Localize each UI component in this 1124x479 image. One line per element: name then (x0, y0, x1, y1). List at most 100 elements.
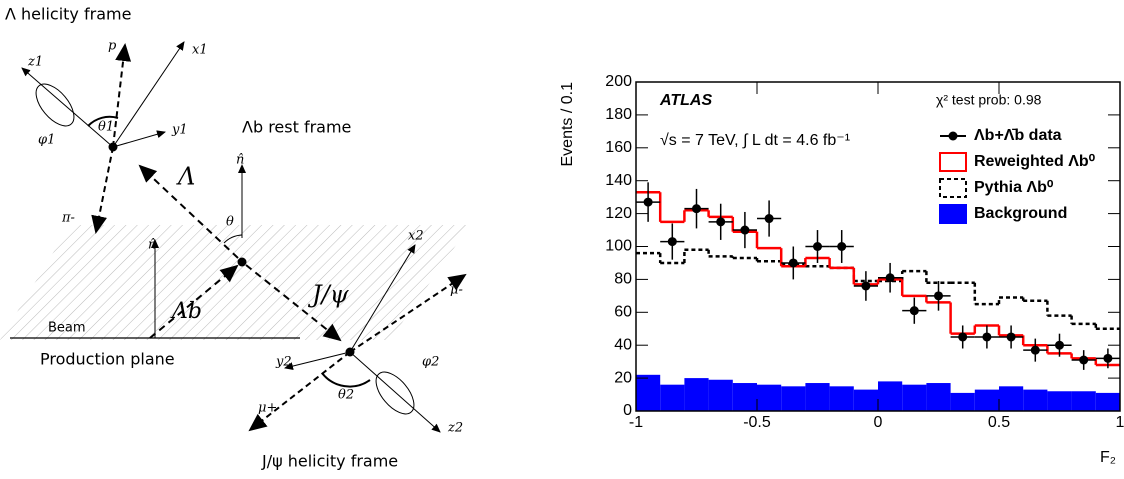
label: θ (226, 215, 234, 230)
legend-key (939, 178, 967, 198)
x-tick-label: -0.5 (743, 414, 771, 431)
legend-label: Background (974, 205, 1067, 222)
data-point (1079, 355, 1089, 365)
chart-title: ATLAS (659, 92, 712, 109)
bar (781, 386, 806, 411)
bar (660, 384, 685, 411)
axis (91, 146, 114, 234)
legend-label: Reweighted Λb⁰ (974, 153, 1096, 170)
arc (321, 372, 371, 388)
y-tick-label: 120 (605, 205, 632, 222)
legend-label: Pythia Λb⁰ (974, 179, 1054, 196)
x-tick-label: -1 (629, 414, 643, 431)
data-point (1055, 340, 1064, 350)
bar (829, 386, 854, 411)
bar (1095, 392, 1120, 411)
y-tick-label: 140 (605, 172, 632, 189)
bar (853, 389, 878, 411)
data-point (692, 204, 701, 214)
bar (1047, 391, 1072, 411)
lambda-b (149, 264, 239, 339)
label: Λb (170, 299, 202, 324)
label: Production plane (40, 350, 175, 369)
label: φ1 (38, 133, 55, 148)
y-tick-label: 0 (623, 402, 632, 419)
label: θ1 (98, 120, 114, 135)
axis (112, 41, 185, 148)
label: y1 (171, 123, 188, 138)
label: J/ψ helicity frame (261, 452, 398, 471)
label: p (108, 39, 117, 54)
data-point (1103, 353, 1113, 363)
y-axis-label: Events / 0.1 (559, 82, 576, 167)
bar (757, 384, 782, 411)
axis (112, 130, 166, 148)
y-tick-label: 80 (614, 271, 632, 288)
chart: ATLAS √s = 7 TeV, ∫ L dt = 4.6 fb⁻¹ χ² t… (559, 73, 1124, 466)
jpsi (245, 264, 342, 342)
data-point (1006, 332, 1016, 342)
y-tick-label: 160 (605, 139, 632, 156)
axis (349, 244, 416, 353)
axis (248, 351, 351, 432)
arc (87, 115, 119, 127)
label: x2 (408, 229, 424, 244)
bar (926, 383, 951, 411)
label: y2 (275, 355, 292, 370)
data-point (934, 291, 943, 301)
data-point (982, 332, 992, 342)
bar (684, 378, 709, 411)
data-point (909, 306, 919, 316)
label: z2 (447, 421, 463, 436)
bar (636, 374, 661, 411)
annotation: χ² test prob: 0.98 (936, 92, 1042, 108)
bar (1071, 391, 1096, 411)
label: z1 (27, 55, 43, 70)
x-tick-label: 0.5 (988, 414, 1010, 431)
label: μ+ (258, 401, 277, 416)
bar (708, 379, 733, 411)
axis (21, 67, 114, 148)
data-point (1030, 345, 1040, 355)
x-axis-label: F₂ (1100, 449, 1116, 466)
label: Λ (176, 163, 195, 191)
bar (805, 383, 830, 411)
x-tick-label: 0 (874, 414, 883, 431)
subtitle: √s = 7 TeV, ∫ L dt = 4.6 fb⁻¹ (660, 132, 850, 149)
data-point (667, 237, 677, 247)
data-point (837, 242, 847, 251)
bar (1023, 389, 1048, 411)
axis (349, 351, 441, 433)
y-tick-label: 40 (614, 336, 632, 353)
y-tick-label: 100 (605, 238, 632, 255)
y-tick-label: 200 (605, 73, 632, 90)
legend-label: Λb+Λ̄b data (974, 127, 1062, 144)
bar (950, 392, 975, 411)
vertex (237, 257, 247, 267)
bar (999, 386, 1024, 411)
plane (0, 225, 470, 340)
legend-key (948, 131, 958, 141)
label: n̂ (236, 153, 244, 168)
label: Λb rest frame (242, 118, 351, 137)
label: θ2 (338, 388, 354, 403)
y-tick-label: 20 (614, 369, 632, 386)
bar (878, 381, 903, 411)
label: n̂ (148, 238, 156, 253)
label: J/ψ (307, 281, 350, 309)
arc (223, 234, 243, 244)
data-point (958, 332, 968, 342)
legend-key (939, 152, 967, 172)
x-tick-label: 1 (1116, 414, 1124, 431)
label: x1 (192, 43, 208, 58)
diagram-labels: Λ helicity frame Λb rest frame J/ψ helic… (5, 5, 463, 471)
rotation (375, 371, 415, 415)
y-tick-label: 60 (614, 304, 632, 321)
label: μ- (450, 283, 463, 298)
data-point (716, 217, 726, 227)
label: π- (61, 211, 75, 226)
lambda (138, 164, 239, 259)
data-point (813, 242, 822, 251)
